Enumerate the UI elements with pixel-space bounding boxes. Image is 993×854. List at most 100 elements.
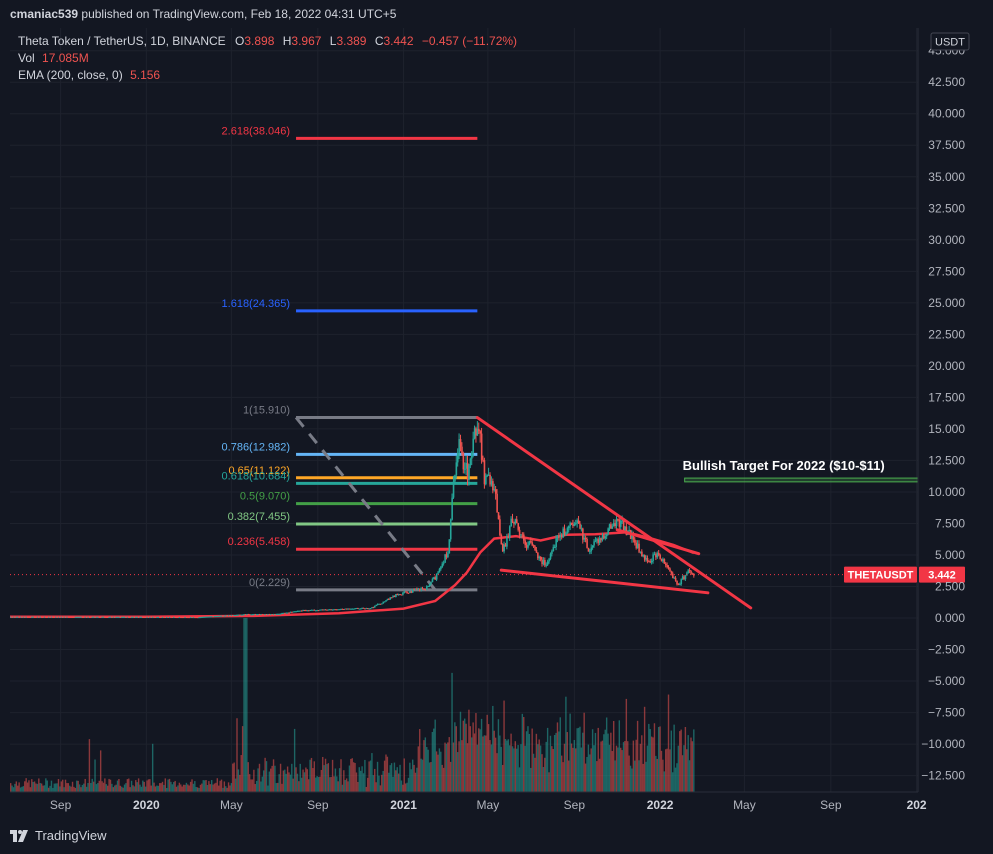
volume-bar [404,783,407,792]
volume-bar [499,735,501,792]
candle-body [329,609,331,611]
price-tick-label: 37.500 [928,138,965,152]
candle-body [210,616,213,618]
candle-body [80,616,82,618]
candle-body [552,547,555,552]
volume-bar [352,762,355,792]
price-axis[interactable]: 45.00042.50040.00037.50035.00032.50030.0… [917,28,965,792]
candle-body [611,526,614,529]
candle-body [662,559,664,562]
volume-bar [69,785,71,792]
volume-bar [441,764,443,792]
publisher-name[interactable]: cmaniac539 [10,7,79,21]
candle-body [309,609,311,611]
candle-body [298,610,300,612]
candle-body [327,609,330,611]
price-chart[interactable]: 2.618(38.046) 1.618(24.365) 1(15.910) 0.786… [0,28,993,824]
svg-text:Theta Token / TetherUS, 1D, BI: Theta Token / TetherUS, 1D, BINANCE O3.8… [18,34,517,48]
candle-body [572,524,574,526]
candle-body [260,614,262,616]
candle-body [434,577,437,580]
volume-bar [657,726,660,792]
volume-bar [510,733,512,792]
candle-body [469,458,472,466]
volume-bar [423,740,425,792]
candle-body [413,589,415,591]
volume-bar [601,740,604,792]
volume-bar [239,774,241,792]
time-axis[interactable]: Sep 2020 May Sep 2021 May Sep 2022 May Sep 202 [10,791,927,812]
volume-bar [475,713,477,792]
candle-body [683,576,685,580]
volume-bar [520,744,522,792]
volume-bar [527,726,529,792]
volume-bar [379,785,382,792]
volume-bar [596,761,598,792]
candle-body [175,617,178,619]
candle-body [485,475,487,485]
candle-body [275,613,278,615]
currency-badge[interactable]: USDT [930,32,970,51]
volume-bar [21,786,23,792]
candle-body [115,616,118,618]
candle-body [104,616,106,618]
volume-bar [402,784,404,792]
volume-bar [88,739,91,792]
candle-body [227,615,230,617]
candle-body [267,614,269,616]
volume-bar [213,783,216,792]
candle-body [272,614,275,616]
volume-bar [650,736,653,792]
candle-body [333,609,335,611]
fib-level-label: 0.65(11.122) [228,465,290,477]
volume-bar [118,778,120,792]
volume-bar [284,769,286,792]
volume-bar [180,784,182,792]
candle-body [634,539,636,543]
volume-bar [270,768,272,792]
volume-bar [639,743,642,792]
volume-bar [487,724,490,792]
candle-body [77,616,80,618]
volume-bar [298,781,300,792]
candle-body [403,591,406,594]
volume-bar [468,709,470,792]
target-annotation[interactable]: Bullish Target For 2022 ($10-$11) [683,458,919,483]
candle-body [64,616,67,618]
candle-body [656,553,659,558]
volume-bar [466,743,469,792]
volume-bar [663,771,665,792]
candle-body [504,544,507,547]
volume-bar [448,737,450,792]
target-annotation-label: Bullish Target For 2022 ($10-$11) [683,458,885,473]
volume-bar [426,746,428,792]
candle-body [170,616,172,618]
candle-body [642,555,645,557]
candle-body [199,617,202,619]
volume-bar [156,785,158,792]
volume-bar [421,759,424,792]
fibonacci-levels[interactable]: 2.618(38.046) 1.618(24.365) 1(15.910) 0.786… [222,125,478,592]
candle-body [435,573,438,580]
volume-bar [80,787,82,792]
candle-body [191,617,193,619]
volume-bar [305,767,307,792]
candle-body [576,520,579,524]
candle-body [97,616,99,618]
volume-bar [10,783,12,792]
volume-bar [355,772,358,792]
volume-bar [388,772,390,792]
footer-brand[interactable]: TradingView [10,826,107,846]
price-tick-label: 22.500 [928,327,965,341]
candle-body [570,522,573,525]
chart-grid [10,28,918,792]
candle-body [604,536,607,539]
candle-body [33,616,36,618]
volume-bar [12,787,15,792]
candle-body [539,556,542,560]
volume-bar [506,740,508,792]
price-tick-label: 12.500 [928,453,965,467]
candle-body [655,554,657,558]
volume-bar [454,722,456,792]
trendlines[interactable] [475,416,753,610]
